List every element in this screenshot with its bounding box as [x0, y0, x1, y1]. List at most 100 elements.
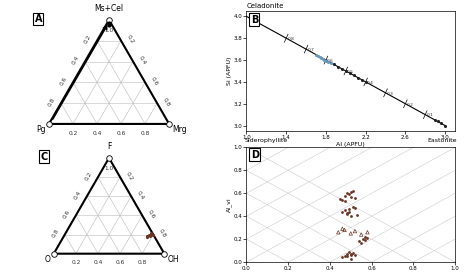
Point [147, 230, 155, 235]
Text: O: O [45, 255, 50, 264]
Text: Mrg: Mrg [173, 125, 187, 134]
Y-axis label: Si (APFU): Si (APFU) [227, 57, 232, 85]
Text: 0.6: 0.6 [116, 260, 125, 265]
Point [434, 119, 442, 123]
Point [338, 255, 346, 260]
Point [338, 198, 346, 202]
Point [441, 123, 449, 128]
Point [347, 214, 355, 218]
Text: 0.4: 0.4 [73, 190, 82, 200]
Point [345, 207, 353, 212]
Point [356, 239, 363, 244]
Text: Siderophyllite: Siderophyllite [245, 138, 288, 143]
Text: 0.6: 0.6 [146, 209, 155, 219]
Text: C: C [40, 152, 48, 162]
Point [316, 55, 324, 59]
Point [338, 209, 346, 214]
Point [314, 54, 322, 58]
Text: 0.7: 0.7 [307, 48, 314, 52]
Text: 0.2: 0.2 [83, 34, 92, 45]
Point [353, 213, 361, 217]
Point [147, 232, 155, 237]
Point [359, 237, 367, 241]
Point [362, 80, 369, 84]
Text: Muscovite
+ Paragonite: Muscovite + Paragonite [419, 153, 455, 164]
Text: 0.4: 0.4 [136, 190, 145, 200]
Text: 0.8: 0.8 [47, 97, 56, 107]
Point [341, 199, 348, 203]
Point [346, 71, 354, 75]
Point [347, 195, 355, 199]
Point [341, 254, 348, 259]
Point [349, 189, 356, 193]
Text: 0.8: 0.8 [140, 131, 150, 136]
Text: 0.2: 0.2 [84, 171, 93, 181]
Text: 0.8: 0.8 [162, 97, 171, 107]
Point [343, 210, 350, 215]
Text: 0.6: 0.6 [63, 209, 72, 219]
Point [334, 64, 342, 69]
Point [364, 236, 371, 240]
Point [358, 78, 365, 82]
Point [349, 205, 356, 209]
Point [350, 73, 357, 78]
Point [357, 232, 365, 237]
Text: 0.2: 0.2 [407, 103, 413, 106]
Point [143, 235, 151, 240]
Text: 1.0: 1.0 [104, 28, 114, 33]
Text: 0.4: 0.4 [138, 55, 147, 66]
Point [347, 253, 355, 257]
Point [105, 22, 113, 26]
Point [335, 230, 342, 235]
Point [364, 230, 371, 235]
Text: F: F [107, 142, 111, 151]
Point [341, 228, 348, 232]
Point [351, 253, 359, 257]
X-axis label: Al (APFU): Al (APFU) [337, 142, 365, 147]
Point [343, 191, 350, 195]
Point [324, 60, 332, 64]
Point [341, 193, 348, 198]
Point [343, 254, 350, 259]
Text: Ms+Cel: Ms+Cel [94, 4, 124, 13]
Point [345, 250, 353, 254]
Point [341, 208, 348, 213]
Point [312, 52, 320, 57]
Point [347, 252, 355, 256]
Text: B: B [251, 14, 258, 25]
Point [347, 231, 355, 236]
Text: 0.8: 0.8 [158, 228, 167, 239]
Point [149, 233, 156, 238]
Point [105, 23, 113, 27]
Point [337, 197, 344, 201]
Point [351, 196, 359, 200]
Point [349, 251, 356, 255]
Text: 0.6: 0.6 [150, 76, 159, 86]
Text: 0.4: 0.4 [367, 81, 374, 85]
Text: 0.3: 0.3 [387, 92, 393, 96]
Point [345, 209, 353, 214]
Point [146, 233, 153, 238]
Text: 0.2: 0.2 [126, 34, 135, 45]
Text: Celadonite: Celadonite [246, 2, 284, 8]
Point [362, 235, 369, 239]
Point [105, 21, 113, 25]
Point [351, 206, 359, 210]
Text: Eastonite: Eastonite [428, 138, 457, 143]
Point [351, 229, 359, 233]
Point [343, 212, 350, 216]
Point [438, 121, 445, 126]
Text: 0.6: 0.6 [327, 59, 334, 63]
Point [327, 61, 335, 66]
Text: 0.4: 0.4 [71, 55, 80, 66]
Point [338, 67, 346, 71]
Text: 0.8: 0.8 [287, 37, 294, 41]
Text: D: D [251, 150, 259, 160]
Point [431, 118, 439, 122]
Point [357, 241, 365, 245]
Point [320, 58, 328, 62]
Text: 1.0: 1.0 [104, 166, 114, 171]
Y-axis label: Al_vi: Al_vi [227, 197, 232, 212]
Text: 0.1: 0.1 [427, 114, 433, 117]
Point [342, 69, 350, 73]
